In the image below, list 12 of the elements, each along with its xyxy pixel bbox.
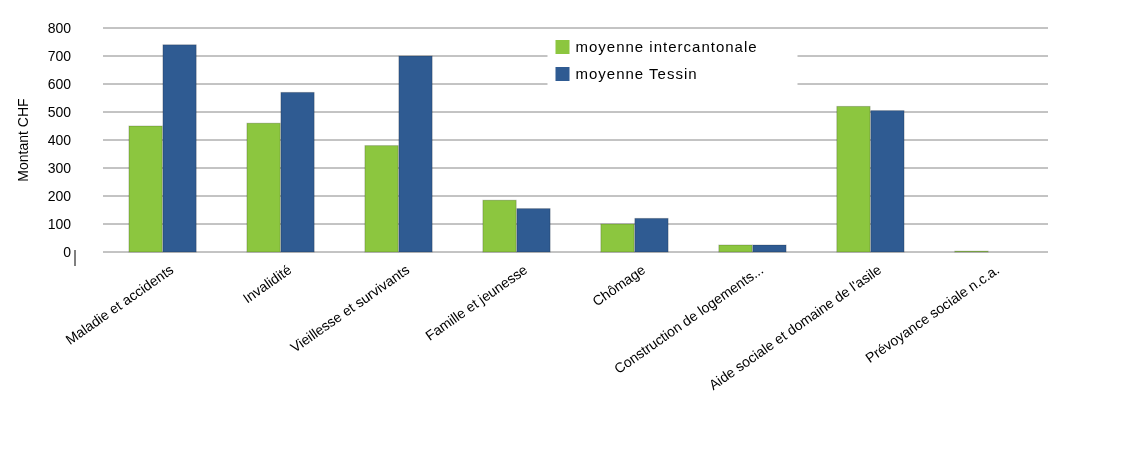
y-tick-label: 200 [47,187,72,204]
y-tick-label: 100 [47,215,72,232]
y-tick-label: 800 [47,19,72,36]
legend-label: moyenne Tessin [575,65,698,83]
y-tick-label: 0 [63,243,72,260]
y-tick-label: 500 [47,103,72,120]
y-tick-label: 600 [47,75,72,92]
y-axis-title: Montant CHF [15,98,31,182]
y-tick-label: 700 [47,47,72,64]
y-tick-label: 300 [47,159,72,176]
legend-label: moyenne intercantonale [575,38,758,56]
y-tick-label: 400 [47,131,72,148]
